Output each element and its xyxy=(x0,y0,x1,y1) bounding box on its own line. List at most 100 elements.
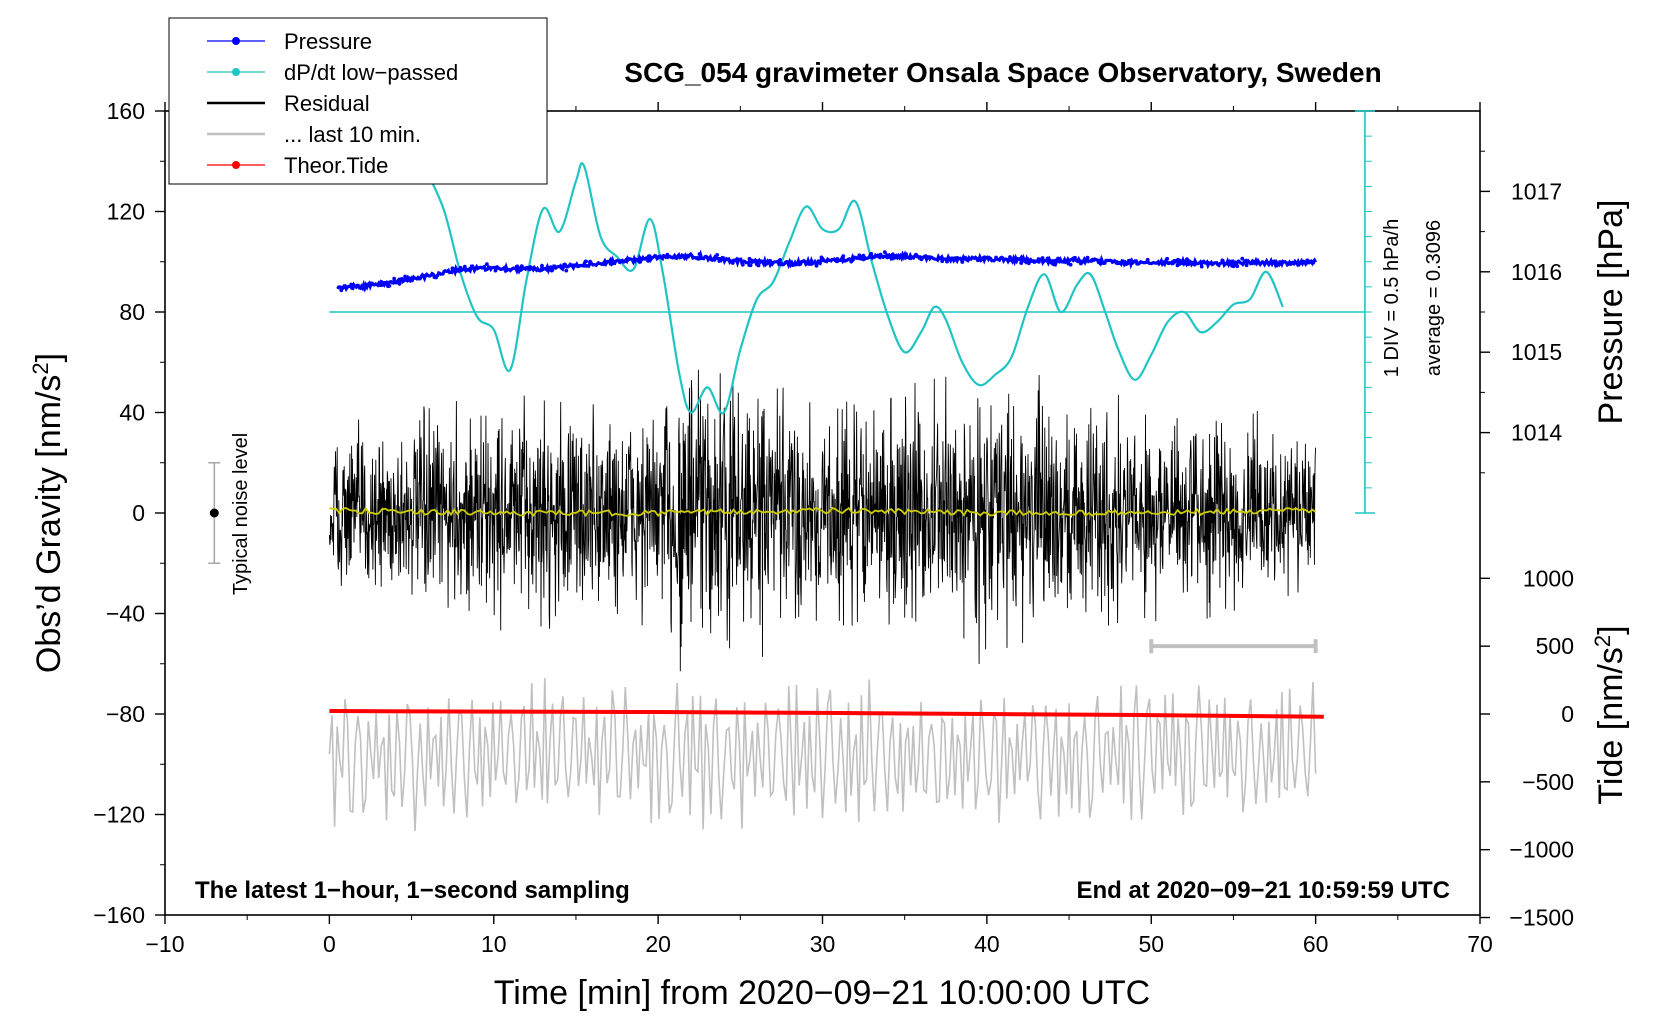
pressure-point xyxy=(868,253,873,257)
y-axis-pressure: 1017 1016 1015 1014 xyxy=(1480,150,1562,474)
pressure-point xyxy=(778,258,782,262)
pressure-point xyxy=(569,263,574,267)
pressure-point xyxy=(768,259,772,263)
pressure-point xyxy=(462,264,467,269)
pressure-point xyxy=(540,263,544,268)
legend: Pressure dP/dt low−passed Residual ... last… xyxy=(168,17,548,185)
pressure-point xyxy=(835,257,840,261)
pressure-point xyxy=(750,260,755,264)
y-axis-tide: 1000 500 0 −500 −1000 −1500 xyxy=(1480,565,1574,931)
pressure-point xyxy=(1037,260,1041,264)
tide-tick-label: −1500 xyxy=(1509,905,1574,931)
pressure-point xyxy=(1289,261,1294,265)
pressure-point xyxy=(528,265,533,269)
legend-swatch-marker xyxy=(232,68,240,76)
pressure-point xyxy=(1231,264,1236,269)
y-tick-label: −160 xyxy=(93,902,145,928)
pressure-point xyxy=(872,254,877,259)
pressure-point xyxy=(1089,259,1094,263)
pressure-point xyxy=(857,253,862,258)
x-axis: −10 0 10 20 30 40 50 60 70 xyxy=(145,102,1493,957)
pressure-point xyxy=(1311,260,1316,265)
pressure-point xyxy=(960,260,965,264)
pressure-point xyxy=(1273,260,1277,265)
pressure-point xyxy=(1135,261,1139,266)
pressure-point xyxy=(1279,262,1284,267)
pressure-point xyxy=(1073,255,1077,260)
pressure-point xyxy=(584,259,588,264)
pressure-point xyxy=(617,260,622,264)
pressure-tick-label: 1015 xyxy=(1511,339,1562,365)
pressure-point xyxy=(786,260,790,265)
pressure-point xyxy=(381,281,386,286)
legend-swatch-marker xyxy=(232,161,240,169)
pressure-point xyxy=(940,259,945,264)
pressure-point xyxy=(841,254,846,259)
noise-bar-center xyxy=(209,508,219,518)
pressure-point xyxy=(697,252,702,256)
pressure-point xyxy=(432,275,437,280)
pressure-point xyxy=(890,256,895,261)
pressure-point xyxy=(549,268,554,273)
pressure-point xyxy=(1165,256,1170,261)
y-tick-label: 0 xyxy=(132,500,145,526)
pressure-point xyxy=(408,278,413,283)
pressure-point xyxy=(819,255,824,260)
pressure-point xyxy=(670,255,675,260)
pressure-point xyxy=(814,263,819,268)
x-axis-title: Time [min] from 2020−09−21 10:00:00 UTC xyxy=(494,974,1150,1012)
pressure-point xyxy=(584,264,589,268)
y-axis-tide-title: Tide [nm/s2] xyxy=(1590,625,1630,804)
residual-layer xyxy=(328,369,1317,672)
pressure-point xyxy=(1186,262,1191,267)
x-tick-label: 10 xyxy=(481,931,507,957)
pressure-point xyxy=(808,262,813,266)
pressure-tick-label: 1014 xyxy=(1511,420,1562,446)
dpdt-line xyxy=(426,162,1284,415)
pressure-tick-label: 1017 xyxy=(1511,178,1562,204)
y-tick-label: −120 xyxy=(93,802,145,828)
sampling-note: The latest 1−hour, 1−second sampling xyxy=(195,877,630,904)
tide-layer xyxy=(329,709,1324,719)
pressure-point xyxy=(715,253,720,257)
pressure-point xyxy=(849,259,854,264)
noise-level-label: Typical noise level xyxy=(230,433,252,595)
pressure-point xyxy=(602,262,607,267)
pressure-point xyxy=(605,259,610,264)
pressure-point xyxy=(608,262,613,266)
pressure-point xyxy=(1098,261,1103,266)
tide-tick-label: −1000 xyxy=(1509,837,1574,863)
pressure-point xyxy=(1192,262,1197,267)
last-10-min-line xyxy=(328,678,1317,832)
pressure-point xyxy=(485,262,489,267)
pressure-point xyxy=(676,254,681,258)
pressure-point xyxy=(638,258,643,263)
legend-box xyxy=(168,17,548,185)
smoothed-residual-line xyxy=(329,506,1317,518)
pressure-point xyxy=(519,264,524,268)
pressure-point xyxy=(564,268,569,273)
pressure-point xyxy=(665,252,670,257)
tide-line xyxy=(329,709,1324,719)
pressure-point xyxy=(1185,257,1189,262)
pressure-point xyxy=(779,262,784,267)
legend-label: dP/dt low−passed xyxy=(284,60,458,85)
y-axis-left: 160 120 80 40 0 −40 −80 −120 −160 xyxy=(93,98,165,928)
pressure-point xyxy=(1052,262,1057,267)
pressure-point xyxy=(1177,261,1182,266)
pressure-point xyxy=(904,252,908,257)
pressure-point xyxy=(882,250,887,255)
pressure-tick-label: 1016 xyxy=(1511,259,1562,285)
pressure-point xyxy=(1157,261,1161,266)
pressure-point xyxy=(861,253,866,258)
y-tick-label: 40 xyxy=(119,400,145,426)
pressure-point xyxy=(1244,263,1249,268)
pressure-point xyxy=(914,252,918,257)
y-tick-label: −40 xyxy=(106,601,145,627)
pressure-point xyxy=(927,255,932,260)
pressure-point xyxy=(919,257,924,262)
pressure-point xyxy=(1031,259,1036,263)
pressure-point xyxy=(360,286,365,290)
pressure-point xyxy=(1256,260,1260,264)
